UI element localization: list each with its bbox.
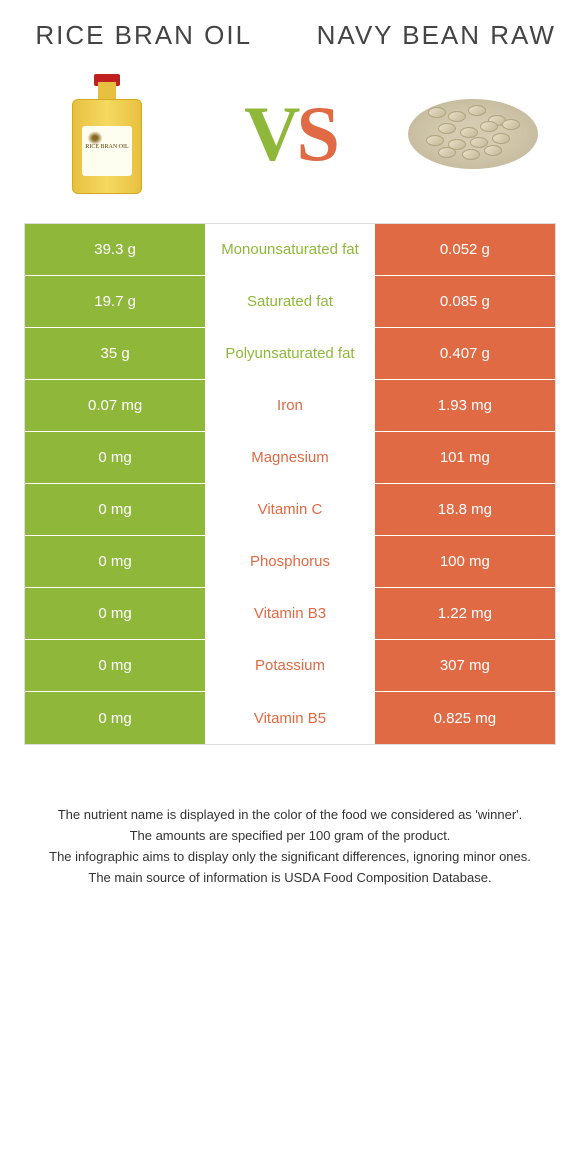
left-value-cell: 0 mg (25, 588, 205, 639)
table-row: 39.3 gMonounsaturated fat0.052 g (25, 224, 555, 276)
footnote-line: The infographic aims to display only the… (36, 847, 544, 868)
vs-v: V (244, 90, 296, 177)
right-value-cell: 101 mg (375, 432, 555, 483)
infographic-container: RICE BRAN OIL NAVY BEAN RAW RICE BRAN OI… (0, 0, 580, 908)
table-row: 0 mgVitamin C18.8 mg (25, 484, 555, 536)
nutrient-name-cell: Vitamin C (205, 484, 375, 535)
left-value-cell: 0 mg (25, 484, 205, 535)
left-food-image: RICE BRAN OIL (32, 69, 182, 199)
footnote-line: The main source of information is USDA F… (36, 868, 544, 889)
hero-row: RICE BRAN OIL VS (24, 69, 556, 199)
left-value-cell: 19.7 g (25, 276, 205, 327)
left-value-cell: 0 mg (25, 536, 205, 587)
left-food-title: RICE BRAN OIL (24, 20, 263, 51)
right-value-cell: 18.8 mg (375, 484, 555, 535)
right-value-cell: 1.93 mg (375, 380, 555, 431)
footnote-line: The nutrient name is displayed in the co… (36, 805, 544, 826)
left-value-cell: 0 mg (25, 640, 205, 691)
right-value-cell: 0.052 g (375, 224, 555, 275)
table-row: 0 mgVitamin B50.825 mg (25, 692, 555, 744)
nutrient-name-cell: Monounsaturated fat (205, 224, 375, 275)
nutrient-name-cell: Magnesium (205, 432, 375, 483)
nutrient-table: 39.3 gMonounsaturated fat0.052 g19.7 gSa… (24, 223, 556, 745)
right-food-title: NAVY BEAN RAW (317, 20, 556, 51)
bottle-label-text: RICE BRAN OIL (82, 126, 132, 176)
table-row: 0 mgPotassium307 mg (25, 640, 555, 692)
footnotes-block: The nutrient name is displayed in the co… (24, 805, 556, 888)
nutrient-name-cell: Potassium (205, 640, 375, 691)
table-row: 19.7 gSaturated fat0.085 g (25, 276, 555, 328)
nutrient-name-cell: Vitamin B5 (205, 692, 375, 744)
left-value-cell: 0 mg (25, 692, 205, 744)
footnote-line: The amounts are specified per 100 gram o… (36, 826, 544, 847)
nutrient-name-cell: Saturated fat (205, 276, 375, 327)
table-row: 0 mgVitamin B31.22 mg (25, 588, 555, 640)
right-value-cell: 307 mg (375, 640, 555, 691)
right-food-image (398, 69, 548, 199)
table-row: 0.07 mgIron1.93 mg (25, 380, 555, 432)
right-value-cell: 0.825 mg (375, 692, 555, 744)
right-value-cell: 0.407 g (375, 328, 555, 379)
left-value-cell: 35 g (25, 328, 205, 379)
nutrient-name-cell: Polyunsaturated fat (205, 328, 375, 379)
table-row: 0 mgPhosphorus100 mg (25, 536, 555, 588)
table-row: 0 mgMagnesium101 mg (25, 432, 555, 484)
left-value-cell: 0.07 mg (25, 380, 205, 431)
table-row: 35 gPolyunsaturated fat0.407 g (25, 328, 555, 380)
right-value-cell: 0.085 g (375, 276, 555, 327)
nutrient-name-cell: Iron (205, 380, 375, 431)
beans-pile-icon (398, 89, 548, 179)
nutrient-name-cell: Vitamin B3 (205, 588, 375, 639)
nutrient-name-cell: Phosphorus (205, 536, 375, 587)
vs-s: S (296, 90, 335, 177)
left-value-cell: 39.3 g (25, 224, 205, 275)
oil-bottle-icon: RICE BRAN OIL (72, 74, 142, 194)
titles-row: RICE BRAN OIL NAVY BEAN RAW (24, 20, 556, 51)
vs-label: VS (244, 89, 336, 179)
right-value-cell: 1.22 mg (375, 588, 555, 639)
right-value-cell: 100 mg (375, 536, 555, 587)
left-value-cell: 0 mg (25, 432, 205, 483)
